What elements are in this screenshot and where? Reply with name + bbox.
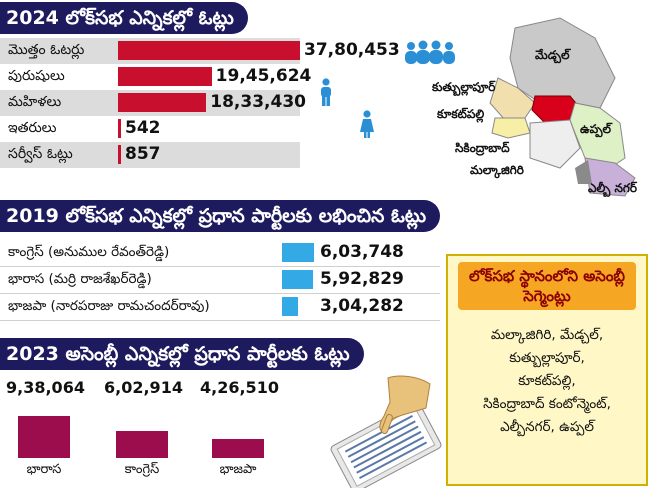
segments-line: కూకట్‌పల్లి,	[518, 373, 576, 389]
category-label: భారాస (మర్రి రాజశేఖర్‌రెడ్డి)	[8, 271, 152, 287]
value-label: 19,45,624	[215, 66, 312, 86]
value-label: 37,80,453	[304, 40, 400, 60]
segments-list: మల్కాజిగిరి, మేడ్చల్, కుత్బుల్లాపూర్, కూ…	[448, 324, 646, 439]
man-icon	[321, 78, 331, 106]
category-label: భారాస	[26, 462, 62, 477]
segments-line: మల్కాజిగిరి, మేడ్చల్,	[490, 327, 604, 343]
bar	[118, 119, 121, 138]
value-label: 857	[125, 144, 161, 164]
category-label: కాంగ్రెస్ (అనుముల రేవంత్‌రెడ్డి)	[8, 244, 170, 260]
bar	[118, 145, 121, 164]
category-label: భాజపా	[219, 462, 257, 477]
bar	[118, 93, 207, 112]
map-label-medchal: మేడ్చల్	[535, 48, 570, 62]
bar	[116, 431, 168, 458]
row-band	[0, 142, 300, 168]
bar	[282, 270, 314, 289]
section-title-2019: 2019 లోక్‌సభ ఎన్నికల్లో ప్రధాన పార్టీలకు…	[0, 200, 441, 232]
value-label: 542	[125, 118, 161, 138]
evm-illustration	[330, 375, 442, 488]
map-label-quthbullapur: కుత్బుల్లాపూర్	[432, 80, 496, 94]
value-label: 18,33,430	[210, 92, 306, 112]
bar	[282, 297, 299, 316]
category-label: మహిళలు	[8, 94, 62, 110]
group-people-icon	[405, 40, 455, 64]
category-label: సర్వీస్ ఓట్లు	[8, 146, 73, 162]
value-label: 9,38,064	[6, 378, 85, 397]
bar	[18, 416, 70, 458]
map-label-kukatpally: కూకట్‌పల్లి	[437, 107, 485, 121]
bar	[118, 41, 300, 60]
row-divider	[0, 320, 440, 321]
section-title-2024: 2024 లోక్‌సభ ఎన్నికల్లో ఓట్లు	[0, 2, 248, 34]
segments-line: కుత్బుల్లాపూర్,	[509, 350, 585, 366]
category-label: కాంగ్రెస్	[124, 462, 160, 477]
segments-heading: లోక్‌సభ స్థానంలోని అసెంబ్లీ సెగ్మెంట్లు	[458, 262, 636, 310]
category-label: భాజపా (నారపరాజు రామచందర్‌రావు)	[8, 298, 210, 314]
category-label: మొత్తం ఓటర్లు	[8, 42, 85, 58]
value-label: 3,04,282	[320, 296, 404, 316]
category-label: ఇతరులు	[8, 120, 57, 136]
map-label-lb-nagar: ఎల్బీ నగర్	[588, 181, 638, 195]
bar	[118, 67, 212, 86]
bar	[212, 438, 264, 458]
category-label: పురుషులు	[8, 68, 65, 84]
segments-line: సికింద్రాబాద్ కంటోన్మెంట్,	[483, 396, 611, 412]
map-label-secunderabad: సికింద్రాబాద్	[455, 141, 510, 155]
row-divider	[0, 266, 440, 267]
woman-icon	[360, 110, 374, 138]
constituency-map	[489, 17, 636, 197]
bar	[282, 243, 314, 262]
map-label-uppal: ఉప్పల్	[580, 122, 611, 136]
map-label-malkajgiri: మల్కాజిగిరి	[470, 163, 524, 177]
row-divider	[0, 293, 440, 294]
value-label: 6,03,748	[320, 242, 404, 262]
value-label: 4,26,510	[200, 378, 279, 397]
segments-line: ఎల్బీనగర్, ఉప్పల్	[500, 419, 594, 435]
assembly-segments-box: లోక్‌సభ స్థానంలోని అసెంబ్లీ సెగ్మెంట్లు …	[446, 254, 648, 486]
value-label: 5,92,829	[320, 269, 404, 289]
value-label: 6,02,914	[104, 378, 183, 397]
section-title-2023: 2023 అసెంబ్లీ ఎన్నికల్లో ప్రధాన పార్టీలక…	[0, 338, 364, 370]
